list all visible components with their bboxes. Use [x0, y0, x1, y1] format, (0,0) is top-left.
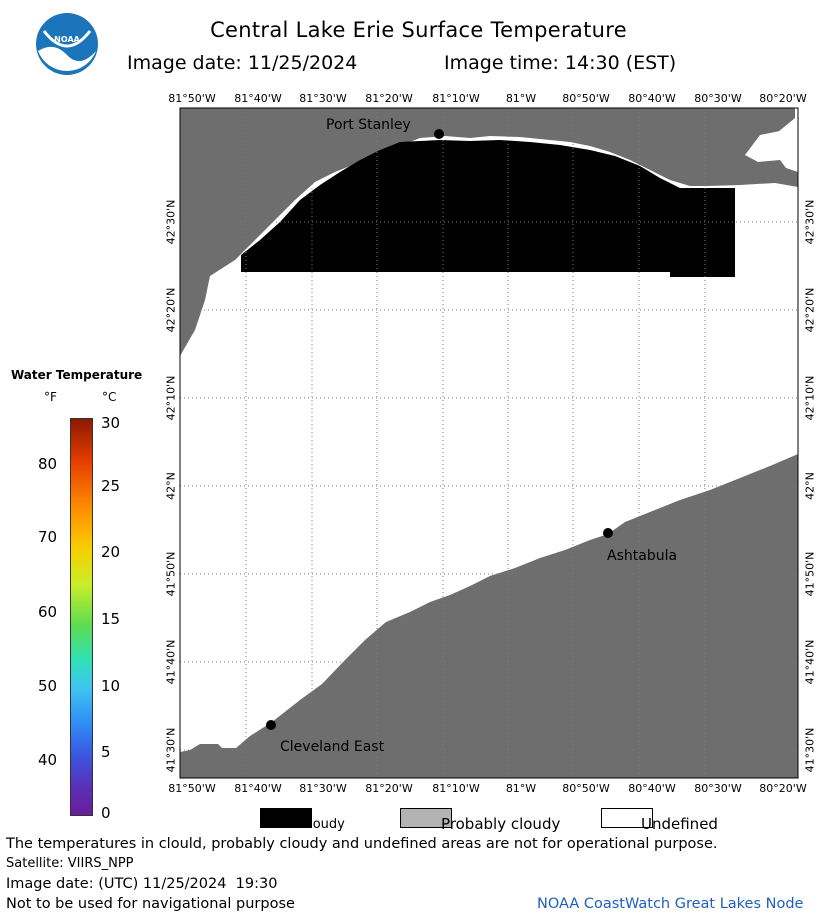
ashtabula-label: Ashtabula	[607, 548, 678, 564]
port-stanley-marker	[434, 129, 444, 139]
legend-cloudy-label: Cloudy	[300, 817, 345, 832]
image-time: Image time: 14:30 (EST)	[444, 52, 677, 74]
lat-label-right: 41°40'N	[803, 639, 817, 685]
lon-label-top: 81°40'W	[234, 92, 282, 105]
lat-label-right: 41°50'N	[803, 551, 817, 597]
scale-title: Water Temperature	[11, 368, 143, 382]
noaa-logo: NOAA	[34, 11, 100, 77]
lon-label-bottom: 81°10'W	[432, 782, 480, 795]
legend-undefined-swatch	[601, 808, 653, 828]
temperature-colorbar	[70, 418, 93, 816]
page-title: Central Lake Erie Surface Temperature	[210, 18, 627, 42]
lat-label-left: 42°N	[164, 472, 178, 500]
lon-label-bottom: 80°50'W	[562, 782, 610, 795]
cloud-mass	[241, 140, 735, 277]
scale-c-tick: 20	[101, 543, 121, 561]
legend-cloudy-swatch	[260, 808, 312, 828]
lat-label-left: 42°20'N	[164, 287, 178, 333]
lon-label-top: 80°50'W	[562, 92, 610, 105]
lon-label-top: 81°50'W	[168, 92, 216, 105]
scale-c-tick: 15	[101, 610, 121, 628]
scale-f-unit: °F	[44, 390, 57, 404]
legend-undefined-label: Undefined	[641, 815, 718, 833]
image-date: Image date: 11/25/2024	[127, 52, 358, 74]
lon-label-top: 80°30'W	[694, 92, 742, 105]
scale-f-tick: 40	[38, 751, 58, 769]
legend-probably-cloudy-swatch	[400, 808, 452, 828]
lat-label-left: 42°10'N	[164, 375, 178, 421]
north-shore-land	[180, 108, 798, 356]
scale-f-tick: 60	[38, 603, 58, 621]
scale-f-tick: 80	[38, 455, 58, 473]
lat-label-left: 41°40'N	[164, 639, 178, 685]
credit-text: NOAA CoastWatch Great Lakes Node	[537, 896, 804, 912]
lat-label-right: 42°20'N	[803, 287, 817, 333]
logo-text: NOAA	[54, 35, 80, 44]
scale-f-tick: 70	[38, 528, 58, 546]
lat-label-left: 42°30'N	[164, 199, 178, 245]
south-shore-land	[180, 454, 798, 778]
lat-label-left: 41°30'N	[164, 727, 178, 773]
scale-c-tick: 0	[101, 804, 111, 822]
lon-label-bottom: 80°30'W	[694, 782, 742, 795]
disclaimer-text: The temperatures in clould, probably clo…	[6, 836, 718, 852]
lon-label-bottom: 81°20'W	[365, 782, 413, 795]
lon-label-top: 80°40'W	[628, 92, 676, 105]
scale-c-tick: 5	[101, 743, 111, 761]
scale-c-tick: 10	[101, 677, 121, 695]
cleveland-east-marker	[266, 720, 276, 730]
lon-label-bottom: 80°40'W	[628, 782, 676, 795]
port-stanley-label: Port Stanley	[326, 117, 411, 133]
lon-label-top: 81°W	[505, 92, 537, 105]
scale-c-tick: 25	[101, 477, 121, 495]
lat-label-right: 42°30'N	[803, 199, 817, 245]
lon-label-top: 80°20'W	[759, 92, 807, 105]
scale-c-tick: 30	[101, 414, 121, 432]
graticule	[180, 108, 798, 778]
lon-label-top: 81°30'W	[299, 92, 347, 105]
cleveland-east-label: Cleveland East	[280, 739, 385, 755]
lon-label-bottom: 80°20'W	[759, 782, 807, 795]
lat-label-right: 42°10'N	[803, 375, 817, 421]
lat-label-left: 41°50'N	[164, 551, 178, 597]
navigation-warning: Not to be used for navigational purpose	[6, 896, 295, 912]
lon-label-top: 81°20'W	[365, 92, 413, 105]
lat-label-right: 41°30'N	[803, 727, 817, 773]
satellite-text: Satellite: VIIRS_NPP	[6, 856, 134, 871]
legend-probably-cloudy-label: Probably cloudy	[441, 815, 561, 833]
lon-label-bottom: 81°W	[505, 782, 537, 795]
lon-label-bottom: 81°50'W	[168, 782, 216, 795]
ashtabula-marker	[603, 528, 613, 538]
scale-c-unit: °C	[102, 390, 117, 404]
scale-f-tick: 50	[38, 677, 58, 695]
lon-label-top: 81°10'W	[432, 92, 480, 105]
lon-label-bottom: 81°40'W	[234, 782, 282, 795]
utc-date-text: Image date: (UTC) 11/25/2024 19:30	[6, 876, 278, 892]
lat-label-right: 42°N	[803, 472, 817, 500]
lon-label-bottom: 81°30'W	[299, 782, 347, 795]
